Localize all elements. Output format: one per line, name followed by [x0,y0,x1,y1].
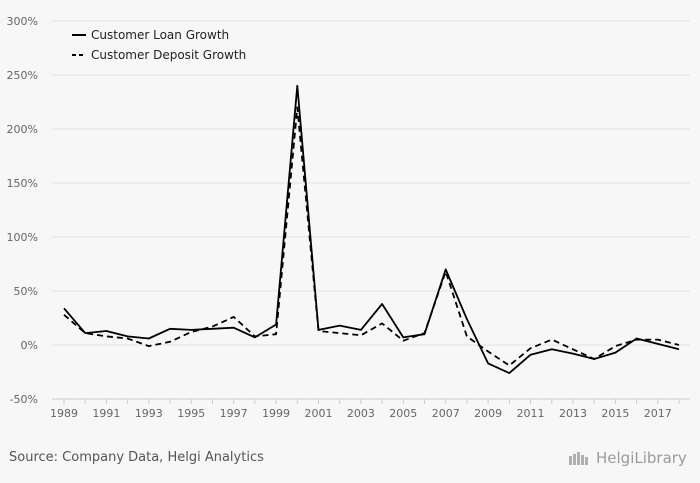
y-tick-label: 300% [7,15,38,28]
x-axis: 1989 1991 1993 1995 1997 1999 2001 2003 2005 2007… [50,398,690,420]
logo-text: HelgiLibrary [596,449,687,467]
y-tick-label: 250% [7,69,38,82]
x-tick-label: 2015 [601,407,629,420]
x-tick-label: 2001 [304,407,332,420]
series-lines [63,84,680,374]
legend-label: Customer Loan Growth [91,28,229,42]
x-tick-label: 1999 [262,407,290,420]
x-tick-label: 2007 [432,407,460,420]
legend: Customer Loan Growth Customer Deposit Gro… [72,28,246,62]
y-axis: 300% 250% 200% 150% 100% 50% 0% -50% [7,15,38,406]
series-line-loan-growth [63,84,680,374]
x-tick-label: 1997 [220,407,248,420]
series-line-deposit-growth [63,106,680,367]
chart: 300%250%200%150%100%50%0%-50% 1989 1991 19… [7,15,690,420]
x-tick-label: 2009 [474,407,502,420]
y-tick-label: 150% [7,177,38,190]
x-tick-label: 1991 [92,407,120,420]
x-tick-label: 2011 [517,407,545,420]
helgi-library-logo: HelgiLibrary [568,449,687,467]
x-tick-label: 1989 [50,407,78,420]
y-tick-label: -50% [10,393,38,406]
gridlines [52,20,690,400]
x-tick-label: 2013 [559,407,587,420]
x-tick-label: 2005 [389,407,417,420]
x-tick-label: 1995 [177,407,205,420]
y-tick-label: 200% [7,123,38,136]
library-icon [569,452,588,465]
x-tick-label: 2017 [644,407,672,420]
y-tick-label: 100% [7,231,38,244]
y-tick-label: 0% [21,339,38,352]
x-tick-label: 1993 [135,407,163,420]
source-note: Source: Company Data, Helgi Analytics [9,450,264,465]
y-tick-label: 50% [14,285,38,298]
x-tick-label: 2003 [347,407,375,420]
legend-label: Customer Deposit Growth [91,48,246,62]
